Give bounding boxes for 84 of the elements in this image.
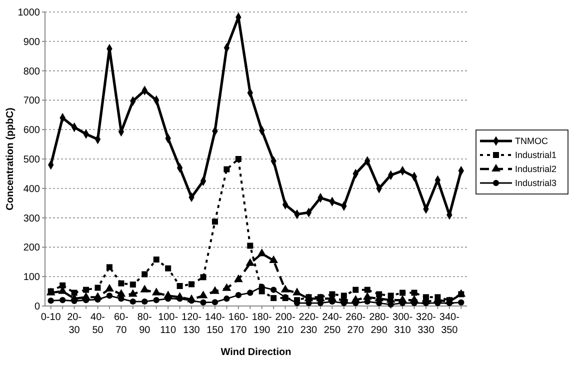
x-tick-label: 140-150: [204, 312, 225, 336]
point: [130, 298, 136, 305]
y-tick-label: 0: [34, 302, 40, 312]
point: [130, 282, 136, 288]
y-tick-label: 500: [23, 154, 40, 166]
point: [153, 256, 160, 263]
x-tick-label: 260-270: [346, 312, 366, 336]
point: [188, 281, 195, 288]
x-tick-label: 320-330: [416, 312, 436, 336]
x-tick-label: 340-350: [439, 312, 460, 336]
point: [235, 156, 242, 162]
point: [257, 248, 266, 256]
point: [128, 289, 138, 297]
point: [176, 283, 183, 290]
x-tick-label: 20-30: [67, 312, 82, 336]
y-tick-label: 800: [23, 66, 40, 78]
point: [458, 299, 464, 306]
point: [212, 299, 218, 306]
point: [59, 297, 66, 304]
x-tick-label: 300-310: [392, 312, 413, 336]
y-tick-label: 200: [23, 242, 40, 254]
point: [212, 218, 218, 225]
point: [153, 297, 160, 304]
point: [400, 290, 406, 296]
y-tick-label: 700: [23, 96, 40, 107]
point: [247, 242, 254, 249]
point: [198, 290, 208, 298]
y-tick-label: 300: [23, 213, 40, 224]
point: [270, 286, 277, 293]
x-tick-label: 80-90: [137, 312, 152, 336]
point: [247, 290, 254, 296]
x-tick-label: 280-290: [369, 312, 390, 336]
point: [234, 274, 243, 282]
point: [411, 290, 418, 296]
point: [48, 298, 54, 304]
point: [165, 265, 172, 272]
legend-label: Industrial3: [515, 178, 557, 188]
legend-label: Industrial1: [515, 150, 557, 160]
point: [280, 284, 290, 292]
x-tick-label: 240-250: [322, 312, 342, 336]
point: [224, 296, 230, 302]
point: [140, 284, 150, 292]
point: [118, 280, 124, 286]
point: [246, 258, 255, 266]
y-tick-label: 900: [23, 36, 40, 48]
x-axis-title: Wind Direction: [220, 347, 292, 358]
y-tick-label: 600: [23, 125, 40, 136]
x-tick-label: 160-170: [228, 312, 248, 336]
point: [83, 286, 90, 293]
point: [210, 286, 220, 294]
point: [352, 286, 359, 293]
point: [200, 299, 206, 306]
x-tick-label: 180-190: [252, 312, 272, 336]
x-tick-label: 120-130: [182, 312, 202, 336]
y-tick-label: 1000: [18, 8, 40, 18]
x-tick-label: 100-110: [158, 312, 178, 336]
point: [105, 284, 114, 292]
point: [235, 292, 242, 298]
point: [106, 264, 112, 270]
point: [94, 284, 101, 291]
legend-label: TNMOC: [515, 136, 548, 146]
y-axis-title: Concentration (ppbC): [5, 108, 16, 210]
y-tick-label: 100: [23, 272, 40, 284]
point: [188, 298, 195, 304]
point: [364, 286, 370, 293]
x-tick-label: 60-70: [114, 312, 128, 336]
x-tick-label: 200-210: [275, 312, 296, 336]
y-tick-label: 400: [23, 184, 40, 195]
point: [200, 274, 206, 280]
point: [152, 288, 161, 296]
x-tick-label: 220-230: [298, 312, 319, 336]
point: [224, 166, 230, 172]
point: [71, 290, 78, 296]
point: [292, 288, 302, 296]
point: [222, 283, 232, 291]
point: [142, 298, 148, 305]
point: [270, 295, 277, 302]
point: [269, 255, 278, 263]
point: [142, 271, 148, 278]
point: [60, 282, 66, 288]
point: [106, 292, 113, 299]
x-tick-label: 0-10: [40, 312, 62, 323]
legend-label: Industrial2: [515, 164, 557, 174]
x-tick-label: 40-50: [90, 312, 105, 336]
